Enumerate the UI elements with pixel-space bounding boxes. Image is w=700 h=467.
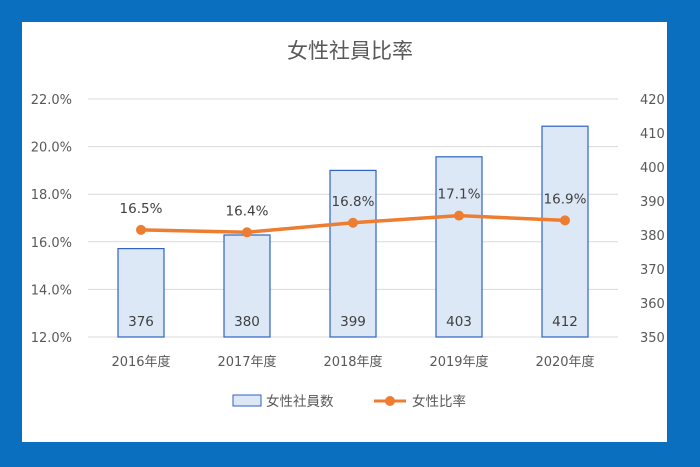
right-axis-tick: 380: [640, 229, 665, 244]
left-axis-tick: 12.0%: [31, 331, 72, 346]
bar: [223, 234, 271, 338]
right-axis-tick: 360: [640, 297, 665, 312]
line-data-label: 16.9%: [544, 191, 587, 207]
right-axis-ticks: 350 360 370 380 390 400 410 420: [640, 93, 665, 346]
bar-data-label: 412: [552, 314, 578, 330]
left-axis-tick: 20.0%: [31, 141, 72, 156]
left-axis-tick: 14.0%: [31, 283, 72, 298]
legend-bar-label: 女性社員数: [266, 393, 334, 410]
line-point: [560, 215, 570, 226]
line-data-label: 17.1%: [438, 187, 481, 203]
left-axis-tick: 18.0%: [31, 188, 72, 203]
right-axis-tick: 390: [640, 195, 665, 210]
bar-data-label: 403: [446, 314, 472, 330]
x-axis-tick: 2019年度: [429, 354, 488, 370]
chart-title: 女性社員比率: [287, 39, 413, 63]
legend-line-label: 女性比率: [412, 393, 466, 410]
line-point: [348, 217, 358, 228]
legend-bar-swatch: [232, 394, 262, 407]
bar: [435, 156, 483, 338]
bar-series: [117, 125, 589, 338]
line-point: [454, 210, 464, 221]
bar: [541, 125, 589, 338]
bar-data-label: 376: [128, 314, 154, 330]
legend-line-marker: [385, 396, 395, 406]
line-data-label: 16.8%: [332, 194, 375, 210]
right-axis-tick: 420: [640, 93, 665, 108]
legend: 女性社員数 女性比率: [232, 393, 466, 410]
bar-data-label: 399: [340, 314, 366, 330]
left-axis-ticks: 12.0% 14.0% 16.0% 18.0% 20.0% 22.0%: [31, 93, 72, 346]
line-data-label: 16.5%: [120, 201, 163, 217]
x-axis-ticks: 2016年度 2017年度 2018年度 2019年度 2020年度: [111, 354, 594, 370]
line-series: [136, 210, 570, 238]
x-axis-tick: 2016年度: [111, 354, 170, 370]
right-axis-tick: 410: [640, 127, 665, 142]
bar-data-label: 380: [234, 314, 260, 330]
line-data-label: 16.4%: [226, 203, 269, 219]
x-axis-tick: 2018年度: [323, 354, 382, 370]
x-axis-tick: 2017年度: [217, 354, 276, 370]
bar-data-labels: 376 380 399 403 412: [128, 314, 578, 330]
line-point: [136, 224, 146, 235]
line-point: [242, 227, 252, 238]
bar: [117, 248, 165, 338]
right-axis-tick: 350: [640, 331, 665, 346]
left-axis-tick: 22.0%: [31, 93, 72, 108]
x-axis-tick: 2020年度: [535, 354, 594, 370]
left-axis-tick: 16.0%: [31, 236, 72, 251]
line-data-labels: 16.5% 16.4% 16.8% 17.1% 16.9%: [120, 187, 587, 220]
right-axis-tick: 400: [640, 161, 665, 176]
bar: [329, 169, 377, 338]
right-axis-tick: 370: [640, 263, 665, 278]
